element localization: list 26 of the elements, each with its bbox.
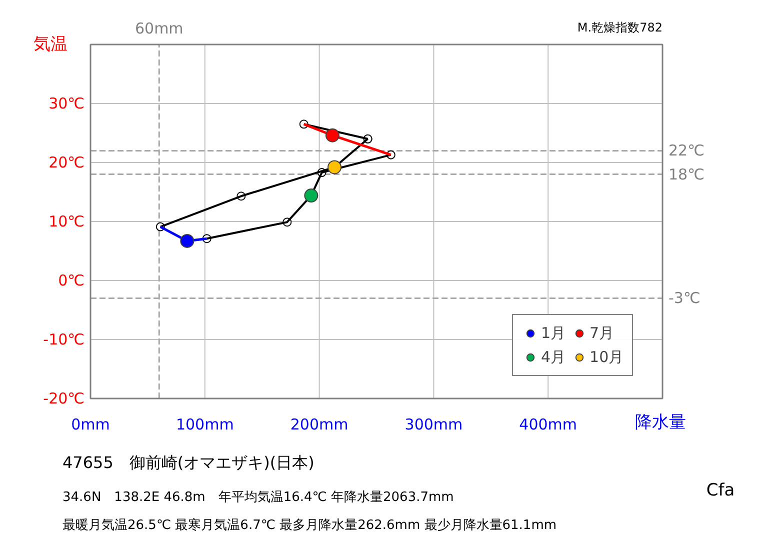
y-tick-label: 30℃ — [48, 94, 85, 112]
y-tick-label: 0℃ — [58, 272, 84, 290]
legend-label: 7月 — [590, 324, 614, 342]
x-tick-label: 400mm — [519, 416, 578, 434]
ref-line-label: -3℃ — [668, 289, 700, 308]
text: 最暖月気温26.5℃ 最寒月気温6.7℃ 最多月降水量262.6mm 最少月降水量61.1mm — [62, 517, 557, 533]
text: 34.6N 138.2E 46.8m 年平均気温16.4℃ 年降水量2063.7mm — [62, 490, 454, 505]
legend-label: 4月 — [541, 348, 566, 366]
x-tick-label: 200mm — [290, 416, 348, 434]
text: Cfa — [706, 480, 735, 500]
legend-label: 1月 — [541, 324, 566, 342]
x-tick-label: 100mm — [176, 416, 234, 434]
x-tick-label: 300mm — [404, 416, 463, 434]
y-tick-label: -20℃ — [43, 390, 85, 408]
text: 47655 御前崎(オマエザキ)(日本) — [62, 453, 314, 472]
y-tick-label: -10℃ — [43, 330, 85, 348]
ref-line-label: 60mm — [134, 20, 184, 38]
y-tick-label: 10℃ — [48, 212, 85, 230]
x-axis-title: 降水量 — [635, 412, 686, 432]
ref-line-label: 22℃ — [668, 142, 704, 160]
ref-line-label: 18℃ — [668, 165, 704, 184]
y-axis-title: 気温 — [34, 34, 68, 54]
text: M.乾燥指数782 — [577, 20, 663, 34]
y-tick-label: 20℃ — [48, 154, 85, 172]
x-tick-label: 0mm — [71, 416, 110, 434]
legend-label: 10月 — [590, 348, 624, 366]
